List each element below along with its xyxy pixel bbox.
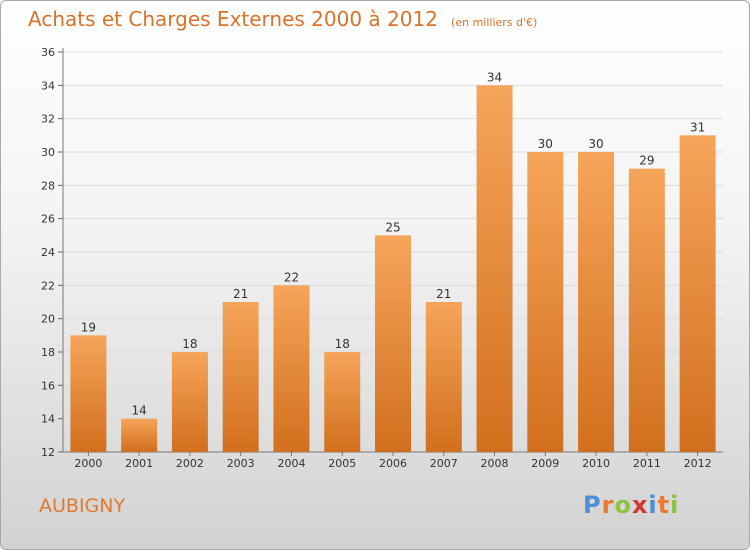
chart-subtitle: (en milliers d'€) bbox=[451, 16, 538, 29]
x-tick-label-2000: 2000 bbox=[74, 457, 102, 470]
y-tick-label: 30 bbox=[41, 146, 55, 159]
y-tick-label: 14 bbox=[41, 413, 55, 426]
x-tick-label-2009: 2009 bbox=[531, 457, 559, 470]
x-tick-label-2010: 2010 bbox=[582, 457, 610, 470]
bar-2005 bbox=[324, 352, 361, 452]
data-label-2010: 30 bbox=[588, 137, 603, 151]
bar-2011 bbox=[628, 168, 665, 452]
bar-2001 bbox=[121, 418, 158, 452]
y-tick-label: 22 bbox=[41, 279, 55, 292]
data-label-2009: 30 bbox=[538, 137, 553, 151]
x-tick-label-2001: 2001 bbox=[125, 457, 153, 470]
bar-2009 bbox=[527, 152, 564, 452]
y-tick-label: 34 bbox=[41, 79, 55, 92]
x-tick-label-2011: 2011 bbox=[633, 457, 661, 470]
data-label-2003: 21 bbox=[233, 287, 248, 301]
y-tick-label: 36 bbox=[41, 46, 55, 59]
bar-2003 bbox=[222, 302, 259, 452]
data-label-2007: 21 bbox=[436, 287, 451, 301]
location-label: AUBIGNY bbox=[39, 495, 126, 517]
y-tick-label: 24 bbox=[41, 246, 55, 259]
y-tick-label: 16 bbox=[41, 379, 55, 392]
bar-2000 bbox=[70, 335, 107, 452]
x-tick-label-2005: 2005 bbox=[328, 457, 356, 470]
chart-title: Achats et Charges Externes 2000 à 2012 bbox=[28, 7, 438, 31]
data-label-2001: 14 bbox=[132, 404, 147, 418]
data-label-2000: 19 bbox=[81, 320, 96, 334]
data-label-2006: 25 bbox=[385, 220, 400, 234]
x-tick-label-2007: 2007 bbox=[430, 457, 458, 470]
logo-letter: r bbox=[601, 491, 615, 519]
logo-letter: P bbox=[583, 491, 602, 519]
x-tick-label-2003: 2003 bbox=[227, 457, 255, 470]
bar-2007 bbox=[425, 302, 462, 452]
logo-letter: x bbox=[631, 491, 649, 519]
x-tick-label-2002: 2002 bbox=[176, 457, 204, 470]
data-label-2004: 22 bbox=[284, 270, 299, 284]
bar-2008 bbox=[476, 85, 513, 452]
y-tick-label: 20 bbox=[41, 313, 55, 326]
logo-letter: o bbox=[614, 491, 632, 519]
data-label-2012: 31 bbox=[690, 120, 705, 134]
data-label-2008: 34 bbox=[487, 70, 502, 84]
title-row: Achats et Charges Externes 2000 à 2012 (… bbox=[28, 7, 537, 31]
y-tick-label: 32 bbox=[41, 113, 55, 126]
data-label-2002: 18 bbox=[182, 337, 197, 351]
y-tick-label: 12 bbox=[41, 446, 55, 459]
bar-2002 bbox=[171, 352, 208, 452]
data-label-2005: 18 bbox=[335, 337, 350, 351]
data-label-2011: 29 bbox=[639, 154, 654, 168]
y-tick-label: 26 bbox=[41, 213, 55, 226]
y-tick-label: 28 bbox=[41, 179, 55, 192]
x-tick-label-2004: 2004 bbox=[277, 457, 305, 470]
x-tick-label-2012: 2012 bbox=[684, 457, 712, 470]
x-tick-label-2008: 2008 bbox=[481, 457, 509, 470]
logo-letter: i bbox=[670, 491, 680, 519]
logo-letter: t bbox=[657, 491, 671, 519]
logo-letter: i bbox=[648, 491, 658, 519]
bar-2010 bbox=[578, 152, 615, 452]
bar-2004 bbox=[273, 285, 310, 452]
brand-logo: Proxiti bbox=[583, 491, 679, 519]
bar-2012 bbox=[679, 135, 716, 453]
x-tick-label-2006: 2006 bbox=[379, 457, 407, 470]
bar-2006 bbox=[375, 235, 411, 452]
y-tick-label: 18 bbox=[41, 346, 55, 359]
